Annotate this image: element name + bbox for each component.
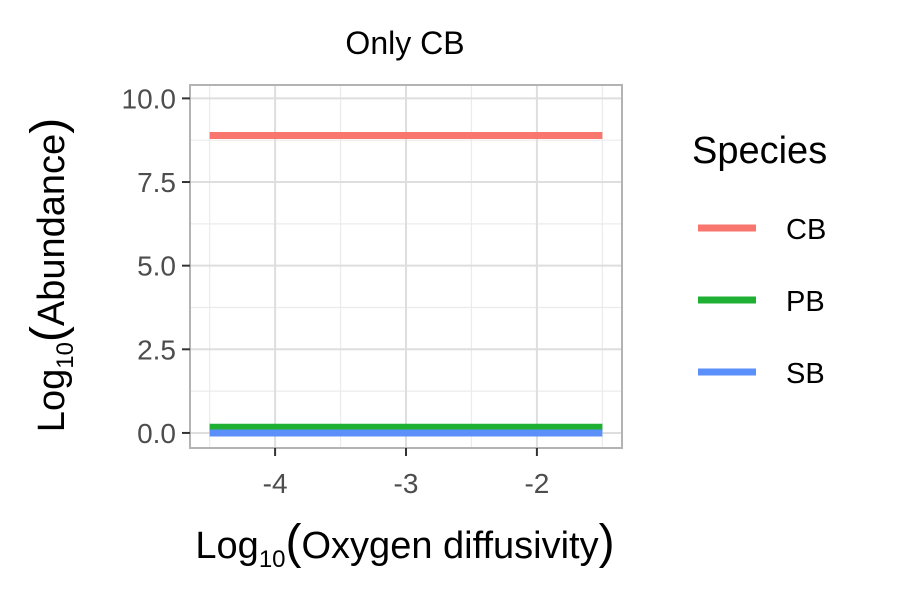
legend-label-cb: CB xyxy=(786,214,826,246)
y-tick-label: 5.0 xyxy=(137,251,176,282)
y-tick-label: 7.5 xyxy=(137,167,176,198)
y-axis-title-close-paren: ) xyxy=(22,118,75,134)
x-tick-label: -3 xyxy=(394,468,419,499)
legend-title: Species xyxy=(692,130,827,172)
x-axis-title-subscript: 10 xyxy=(259,546,286,573)
x-axis-title-close-paren: ) xyxy=(599,516,615,569)
x-axis-ticks: -4 -3 -2 xyxy=(263,448,549,499)
legend: Species CB PB SB xyxy=(692,130,827,390)
x-tick-label: -4 xyxy=(263,468,288,499)
x-axis-title-text: Oxygen diffusivity xyxy=(302,525,599,567)
y-tick-label: 0.0 xyxy=(137,418,176,449)
y-axis-title-subscript: 10 xyxy=(52,342,79,369)
legend-items: CB PB SB xyxy=(698,214,826,390)
y-axis-title-text: Abundance xyxy=(31,134,73,326)
legend-label-pb: PB xyxy=(786,286,825,318)
y-axis-title-prefix: Log xyxy=(31,369,73,432)
chart-title: Only CB xyxy=(345,25,464,61)
x-axis-title-prefix: Log xyxy=(195,525,258,567)
y-tick-label: 2.5 xyxy=(137,334,176,365)
x-axis-title: Log10(Oxygen diffusivity) xyxy=(195,516,614,573)
x-axis-title-open-paren: ( xyxy=(286,516,302,569)
y-tick-label: 10.0 xyxy=(122,83,177,114)
y-axis-title: Log10(Abundance) xyxy=(22,118,79,432)
data-series xyxy=(209,132,603,437)
x-tick-label: -2 xyxy=(524,468,549,499)
legend-label-sb: SB xyxy=(786,358,825,390)
y-axis-ticks: 0.0 2.5 5.0 7.5 10.0 xyxy=(122,83,190,449)
y-axis-title-open-paren: ( xyxy=(22,326,75,342)
major-gridlines xyxy=(190,85,622,448)
